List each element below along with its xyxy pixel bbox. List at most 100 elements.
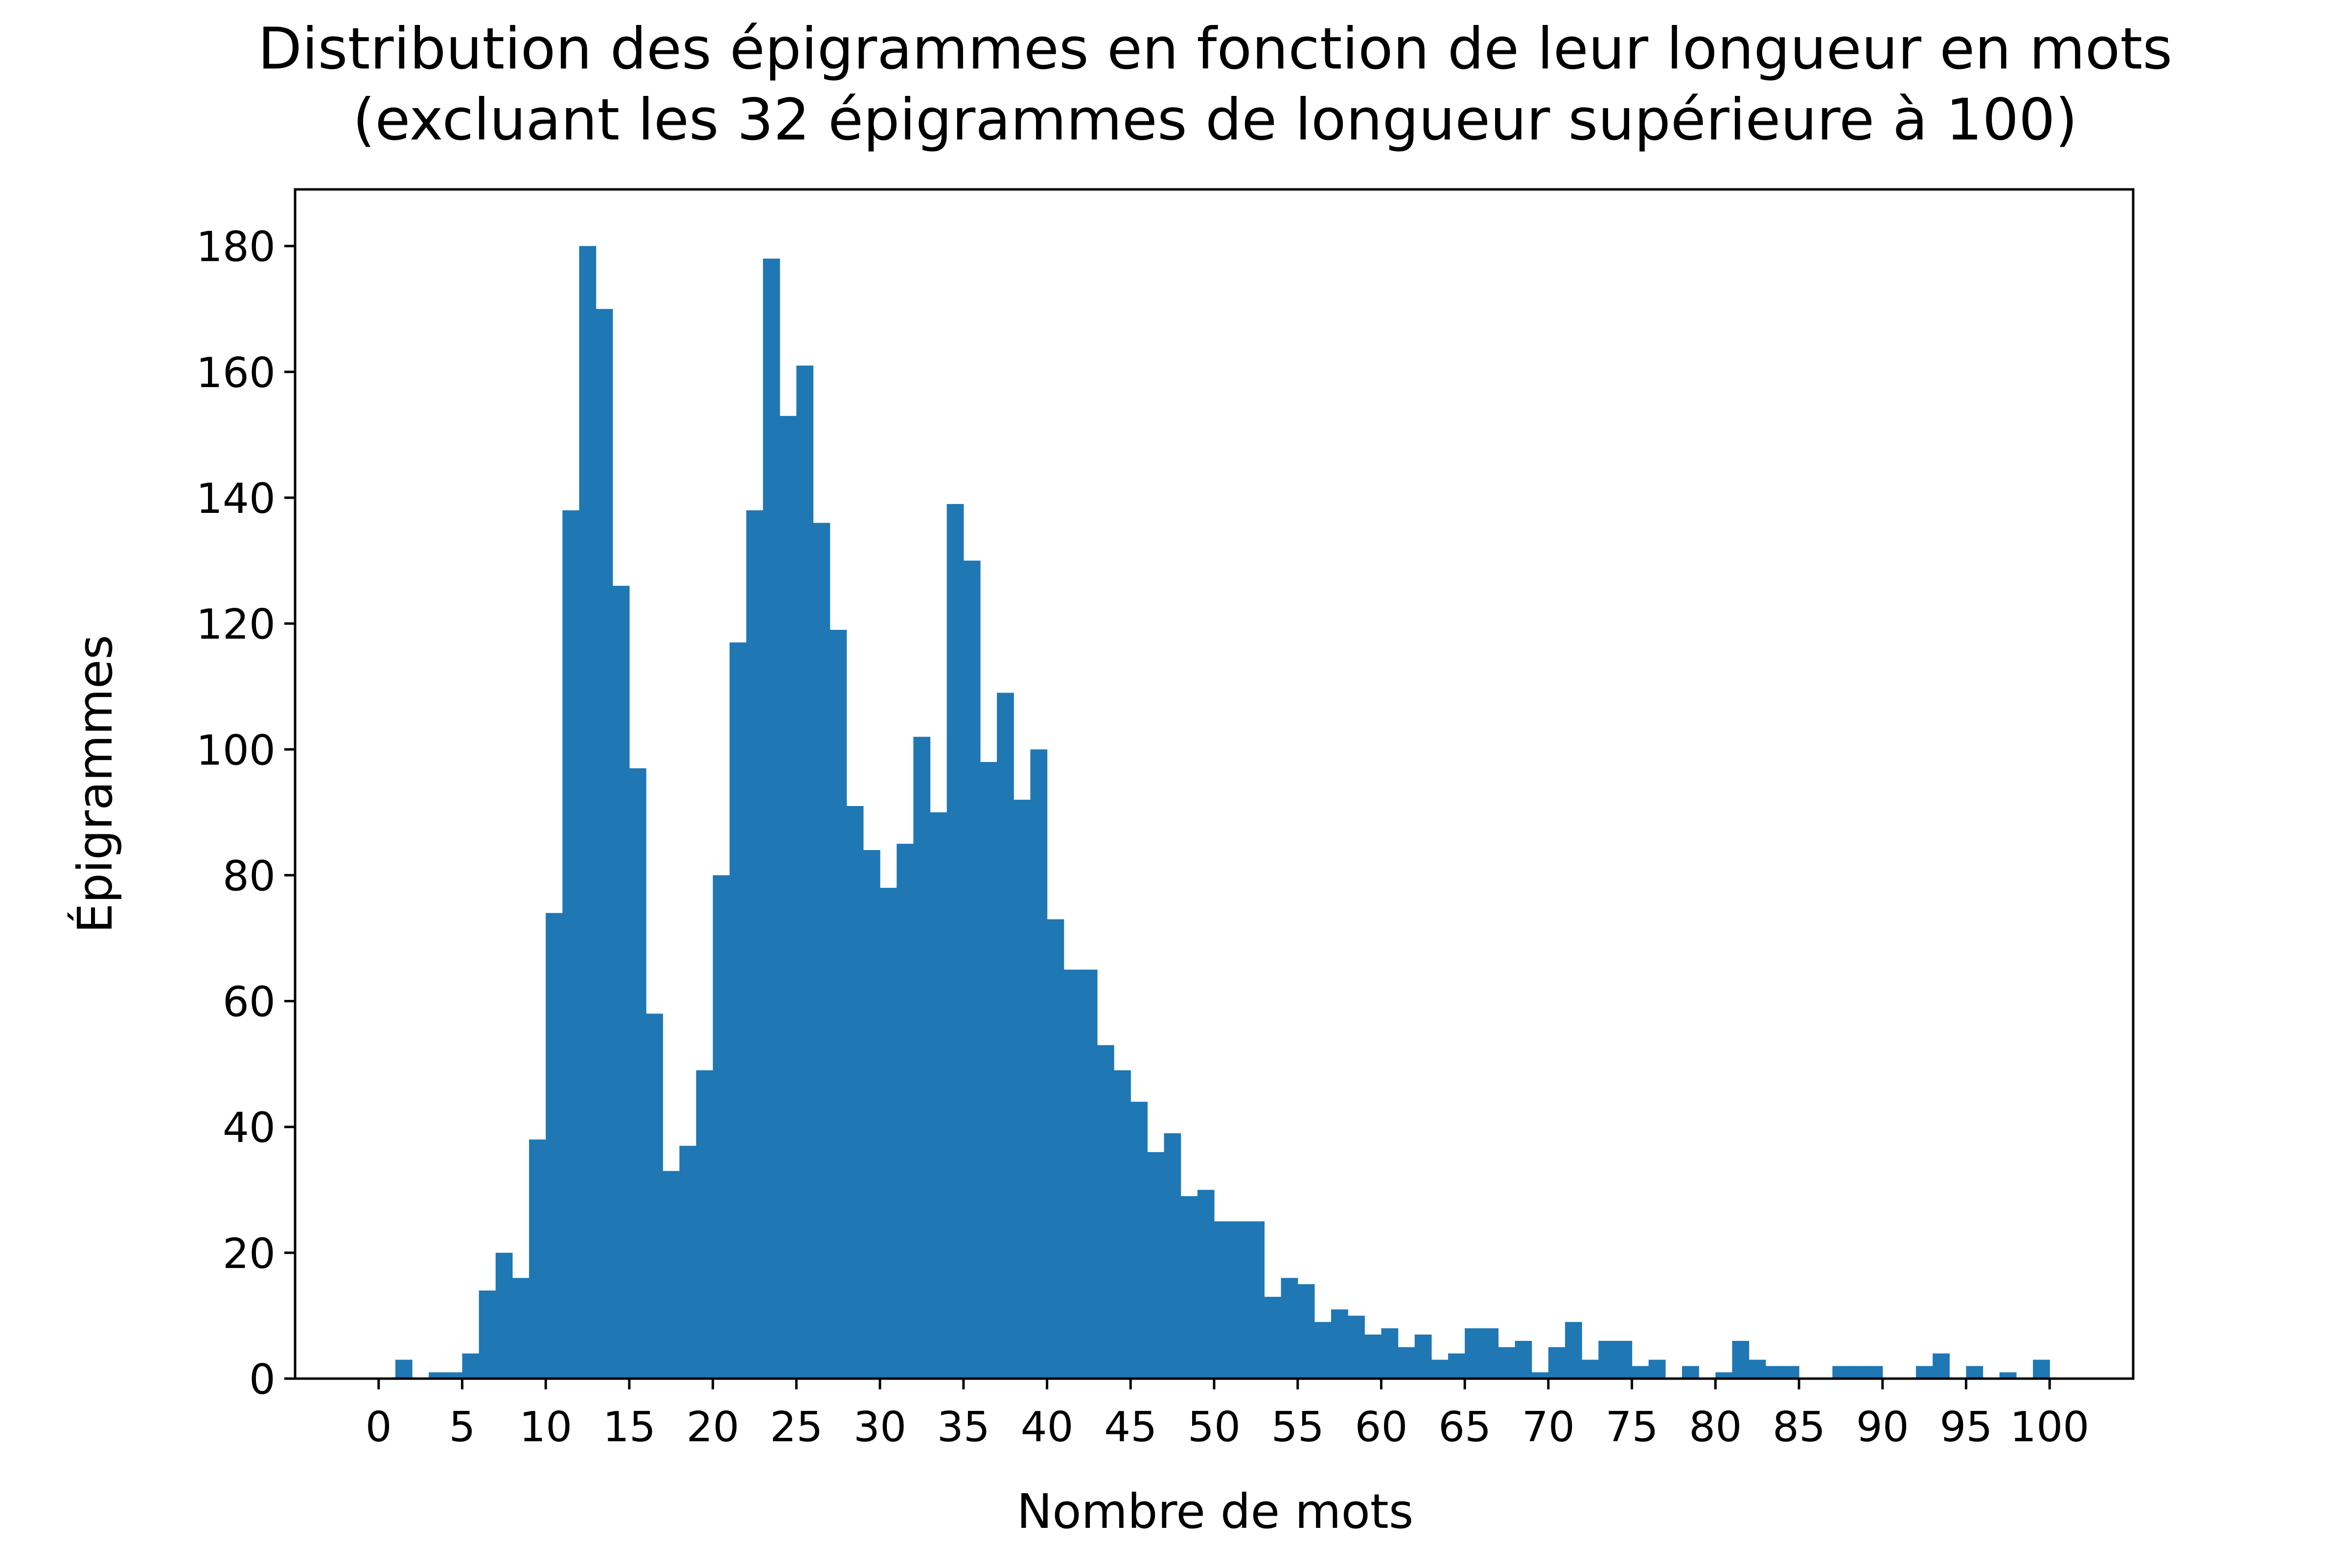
y-tick-label: 80 [223, 852, 276, 900]
histogram-bar [1465, 1328, 1482, 1379]
histogram-bar [395, 1360, 413, 1379]
histogram-bar [596, 309, 613, 1379]
histogram-bar [980, 762, 997, 1379]
histogram-bar [729, 642, 747, 1379]
histogram-bar [1682, 1366, 1699, 1379]
histogram-bar [1281, 1278, 1298, 1379]
chart-subtitle: (excluant les 32 épigrammes de longueur … [353, 86, 2077, 153]
histogram-bar [796, 366, 814, 1379]
histogram-bar [946, 504, 964, 1379]
chart-title: Distribution des épigrammes en fonction … [258, 15, 2172, 82]
histogram-bar [1565, 1322, 1582, 1379]
histogram-bar [1999, 1372, 2017, 1379]
histogram-bar [445, 1372, 463, 1379]
y-axis: 0 20 40 60 80 100 120 140 160 180 [196, 223, 295, 1404]
histogram-bar [696, 1070, 714, 1379]
histogram-bar [1481, 1328, 1499, 1379]
histogram-bar [863, 850, 880, 1379]
histogram-bar [579, 246, 597, 1379]
x-tick-label: 85 [1773, 1403, 1825, 1452]
histogram-bar [897, 844, 914, 1379]
y-tick-label: 0 [249, 1356, 276, 1404]
histogram-bar [1297, 1284, 1315, 1379]
histogram-bar [495, 1252, 513, 1379]
histogram-bar [997, 692, 1014, 1379]
histogram-bar [1147, 1152, 1165, 1379]
y-tick-label: 60 [223, 978, 276, 1027]
histogram-bar [1180, 1196, 1198, 1379]
histogram-bar [1548, 1347, 1566, 1379]
histogram-bar [930, 812, 947, 1379]
histogram-bar [1197, 1190, 1215, 1379]
histogram-bar [479, 1291, 496, 1379]
histogram-bar [1615, 1340, 1633, 1379]
histogram-bar [529, 1139, 546, 1379]
histogram-bar [629, 768, 646, 1379]
histogram-bar [1331, 1309, 1348, 1379]
x-tick-label: 75 [1606, 1403, 1658, 1452]
y-tick-label: 100 [196, 726, 276, 775]
histogram-bar [1030, 749, 1048, 1379]
histogram-bar [663, 1171, 680, 1379]
histogram-bar [1080, 969, 1098, 1379]
histogram-bar [880, 888, 897, 1379]
histogram-bar [546, 913, 563, 1379]
histogram-bar [1865, 1366, 1883, 1379]
histogram-bar [913, 737, 931, 1379]
y-tick-label: 120 [196, 600, 276, 649]
histogram-bar [1966, 1366, 1983, 1379]
histogram-bar [1916, 1366, 1933, 1379]
histogram-bar [1364, 1335, 1382, 1379]
x-tick-label: 90 [1856, 1403, 1909, 1452]
histogram-bar [1013, 800, 1031, 1379]
histogram-bar [1398, 1347, 1415, 1379]
histogram-bar [1414, 1335, 1432, 1379]
x-tick-label: 55 [1271, 1403, 1324, 1452]
histogram-bar [1431, 1360, 1449, 1379]
histogram-bar [1164, 1133, 1181, 1379]
histogram-bar [1063, 969, 1081, 1379]
histogram-bar [1348, 1315, 1365, 1379]
histogram-bar [1598, 1340, 1616, 1379]
histogram-bar [1047, 919, 1064, 1379]
x-tick-label: 65 [1438, 1403, 1491, 1452]
histogram-bar [429, 1372, 446, 1379]
x-tick-label: 20 [687, 1403, 739, 1452]
y-tick-label: 160 [196, 349, 276, 397]
histogram-bar [1314, 1322, 1332, 1379]
x-axis: 0 5 10 15 20 25 30 35 40 45 50 55 60 65 70 75 80 85 90 95 10… [366, 1379, 2089, 1452]
histogram-bar [1247, 1221, 1265, 1379]
histogram-bar [1097, 1045, 1114, 1379]
histogram-bar [1114, 1070, 1131, 1379]
histogram-bar [1749, 1360, 1766, 1379]
histogram-bar [1933, 1353, 1950, 1379]
x-tick-label: 0 [366, 1403, 392, 1452]
histogram-bar [1381, 1328, 1399, 1379]
histogram-bar [1732, 1340, 1750, 1379]
histogram-bar [1648, 1360, 1666, 1379]
histogram-bar [846, 806, 864, 1379]
histogram-bar [2033, 1360, 2050, 1379]
histogram-bar [1632, 1366, 1649, 1379]
histogram-bar [813, 523, 830, 1379]
histogram-bar [1715, 1372, 1733, 1379]
x-tick-label: 5 [449, 1403, 475, 1452]
histogram-bar [746, 510, 763, 1379]
x-tick-label: 40 [1020, 1403, 1073, 1452]
y-tick-label: 40 [223, 1104, 276, 1153]
bars-group [395, 246, 2050, 1379]
x-tick-label: 25 [770, 1403, 823, 1452]
x-tick-label: 30 [853, 1403, 906, 1452]
histogram-bar [713, 875, 730, 1379]
histogram-bar [1498, 1347, 1516, 1379]
x-tick-label: 60 [1355, 1403, 1407, 1452]
histogram-bar [1515, 1340, 1532, 1379]
histogram-bar [1582, 1360, 1599, 1379]
y-tick-label: 180 [196, 223, 276, 272]
x-tick-label: 50 [1188, 1403, 1241, 1452]
histogram-bar [679, 1146, 697, 1379]
y-tick-label: 140 [196, 475, 276, 523]
y-axis-label: Épigrammes [68, 635, 123, 933]
histogram-bar [1849, 1366, 1866, 1379]
